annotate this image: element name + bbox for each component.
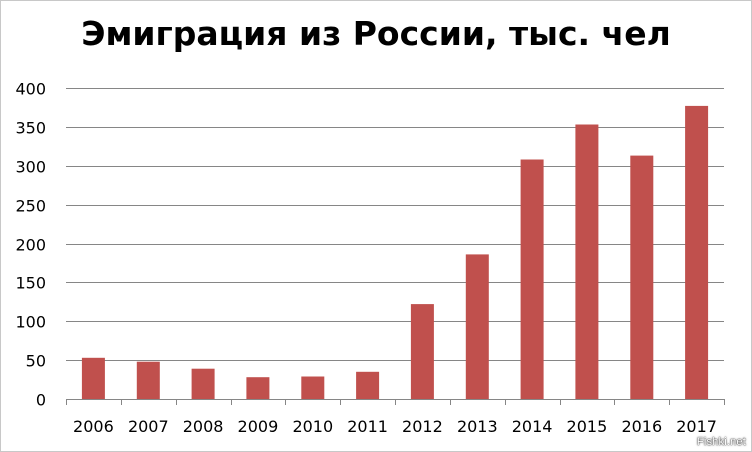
- watermark-text: Fishki.net: [696, 436, 746, 448]
- bar-2010: [301, 376, 325, 399]
- bar-2017: [685, 105, 709, 400]
- bar-2014: [520, 159, 544, 399]
- bar-2008: [191, 368, 215, 399]
- bar-2011: [356, 371, 380, 399]
- bars: [81, 105, 709, 400]
- x-tick-label: 2016: [621, 417, 662, 436]
- bar-2016: [630, 155, 654, 399]
- bar-2013: [465, 254, 489, 399]
- x-tick-label: 2013: [457, 417, 498, 436]
- y-tick-label: 300: [15, 158, 46, 177]
- x-tick-label: 2017: [676, 417, 717, 436]
- x-tick-label: 2007: [128, 417, 169, 436]
- y-axis-ticks: 0 50 100 150 200 250 300 350 400: [15, 80, 46, 410]
- bar-2007: [136, 361, 160, 399]
- bar-2015: [575, 124, 599, 399]
- x-tick-label: 2009: [238, 417, 279, 436]
- x-axis-ticks: 2006 2007 2008 2009 2010 2011 2012 2013 2014 2015…: [73, 417, 717, 436]
- y-tick-label: 50: [26, 352, 46, 371]
- bar-2012: [410, 304, 434, 399]
- x-axis: [66, 399, 725, 405]
- x-tick-label: 2008: [183, 417, 224, 436]
- bar-2009: [246, 377, 270, 399]
- bar-2006: [81, 357, 105, 399]
- y-tick-label: 200: [15, 236, 46, 255]
- y-tick-label: 250: [15, 197, 46, 216]
- x-tick-label: 2014: [512, 417, 553, 436]
- y-tick-label: 100: [15, 313, 46, 332]
- x-tick-label: 2015: [567, 417, 608, 436]
- x-tick-label: 2011: [347, 417, 388, 436]
- y-tick-label: 350: [15, 119, 46, 138]
- grid-lines: [66, 88, 724, 361]
- y-tick-label: 400: [15, 80, 46, 99]
- x-tick-label: 2006: [73, 417, 114, 436]
- chart-title: Эмиграция из России, тыс. чел: [81, 14, 671, 53]
- y-tick-label: 0: [36, 391, 46, 410]
- x-tick-label: 2012: [402, 417, 443, 436]
- x-tick-label: 2010: [292, 417, 333, 436]
- y-tick-label: 150: [15, 274, 46, 293]
